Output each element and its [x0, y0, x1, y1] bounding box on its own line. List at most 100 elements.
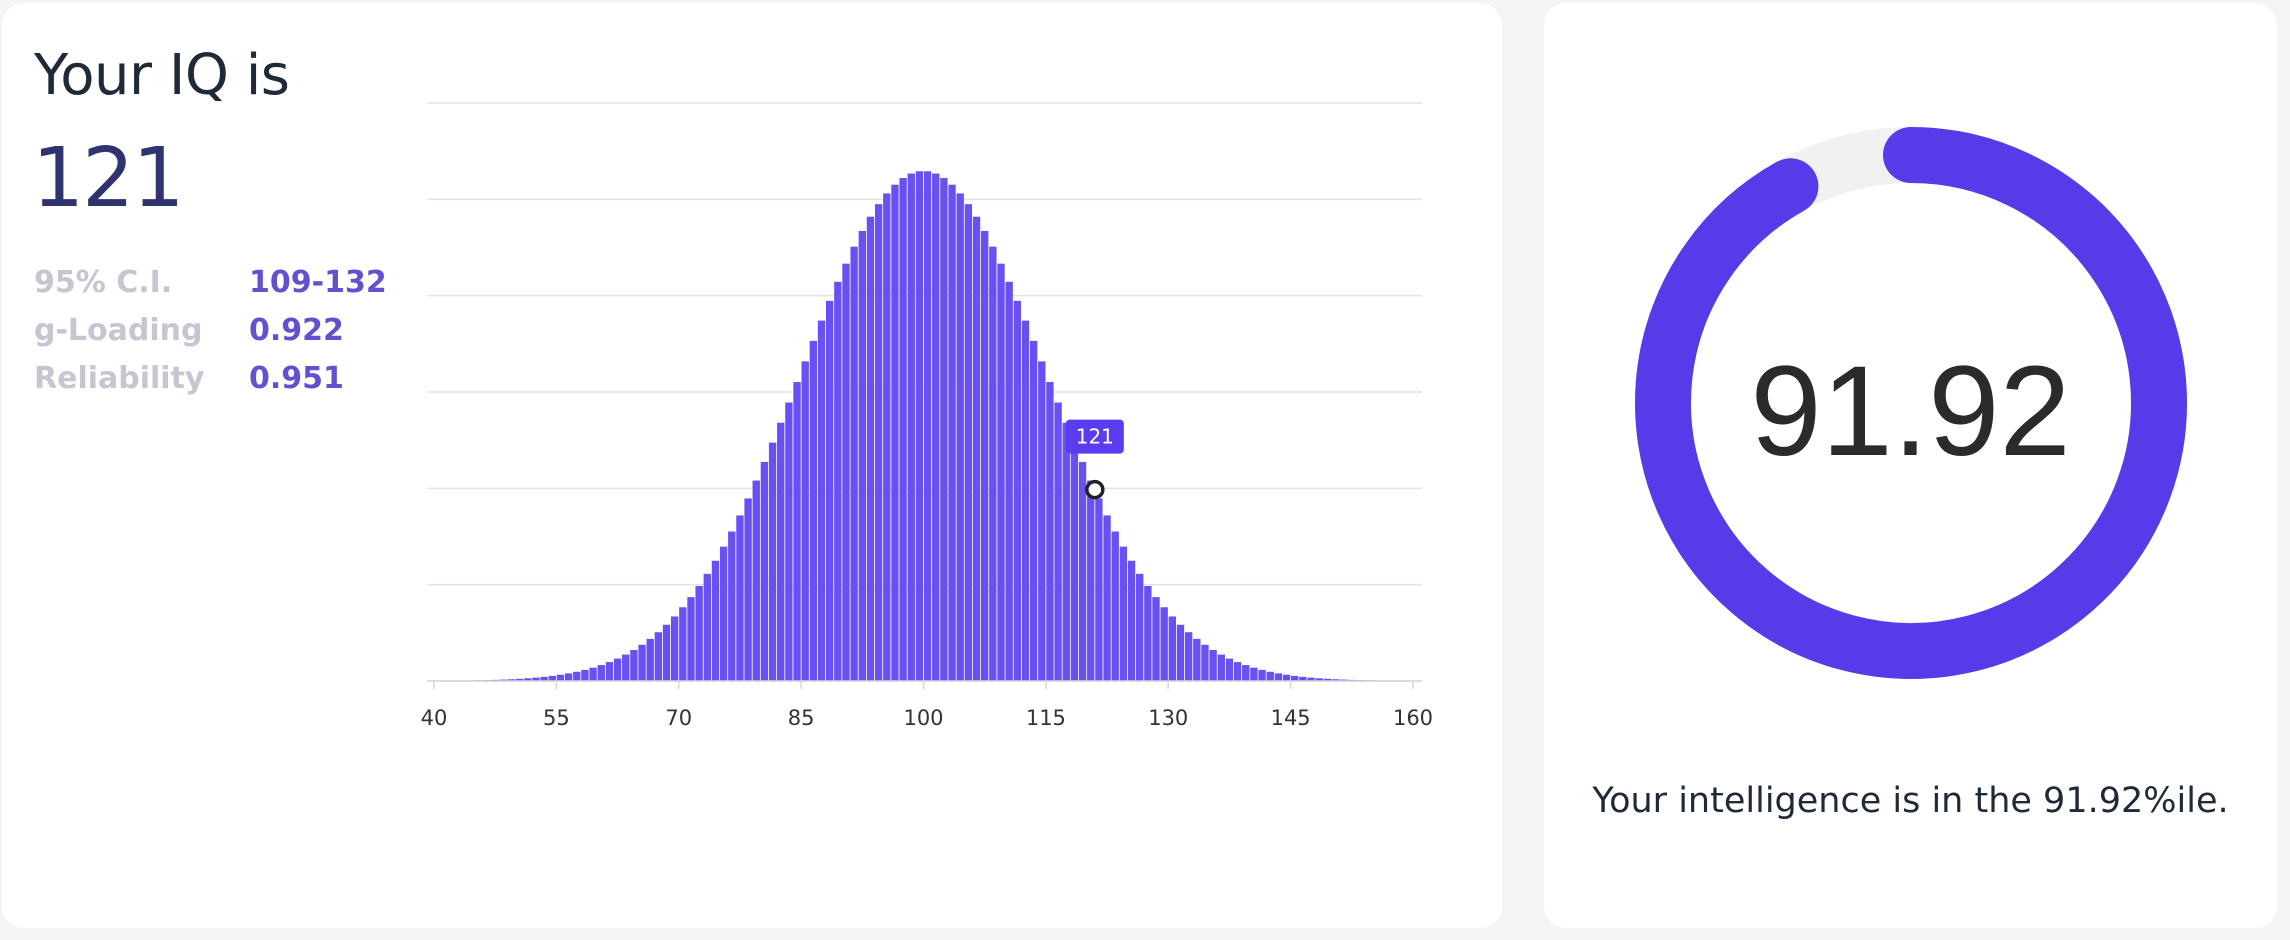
histogram-bar: [777, 422, 785, 681]
histogram-bar: [1038, 361, 1046, 681]
histogram-bar: [515, 678, 524, 681]
histogram-bar: [1274, 673, 1283, 681]
x-tick-label: 115: [1026, 706, 1066, 730]
histogram-bar: [752, 480, 760, 681]
histogram-bar: [989, 246, 997, 681]
histogram-bar: [907, 173, 915, 681]
histogram-bar: [1282, 674, 1291, 681]
histogram-bar: [915, 171, 924, 681]
histogram-bar: [768, 442, 777, 681]
histogram-bar: [1021, 320, 1030, 681]
histogram-bar: [728, 531, 736, 681]
x-tick-label: 40: [421, 706, 448, 730]
histogram-bar: [613, 658, 622, 681]
histogram-bar: [1233, 662, 1242, 681]
histogram-bar: [1136, 573, 1144, 681]
x-tick-label: 145: [1271, 706, 1311, 730]
iq-score: 121: [32, 131, 185, 226]
x-tick-label: 70: [665, 706, 692, 730]
score-tooltip-label: 121: [1076, 425, 1114, 449]
stat-row-reliability: Reliability 0.951: [34, 354, 387, 402]
histogram-bar: [866, 216, 875, 681]
histogram-bar: [1095, 498, 1103, 681]
histogram-bar: [540, 676, 548, 681]
histogram-bar: [1299, 676, 1307, 681]
histogram-bar: [589, 667, 597, 681]
histogram-bar: [817, 320, 826, 681]
histogram-bar: [891, 184, 899, 681]
x-tick-label: 55: [543, 706, 570, 730]
gauge-value: 91.92: [1750, 340, 2071, 483]
histogram-bar: [826, 300, 834, 681]
histogram-bar: [1201, 644, 1209, 681]
histogram-bar: [809, 340, 818, 681]
iq-result-card: Your IQ is 121 95% C.I. 109-132 g-Loadin…: [2, 3, 1502, 928]
histogram-bar: [679, 607, 687, 681]
histogram-bar: [1225, 658, 1234, 681]
histogram-bar: [1054, 402, 1062, 681]
histogram-bar: [736, 515, 744, 681]
stat-label: Reliability: [34, 360, 205, 396]
histogram-bar: [850, 246, 858, 681]
stat-label: 95% C.I.: [34, 264, 173, 300]
x-tick-label: 130: [1148, 706, 1188, 730]
histogram-bar: [1193, 638, 1201, 681]
histogram-bar: [662, 624, 671, 681]
histogram-bar: [638, 644, 646, 681]
histogram-bar: [1127, 560, 1136, 681]
histogram-bar: [605, 662, 614, 681]
histogram-bar: [597, 665, 605, 681]
iq-distribution-chart: 40 55 70 85 100 115 130 145 160 121: [421, 102, 1433, 730]
histogram-bar: [932, 173, 940, 681]
histogram-bar: [793, 381, 801, 681]
gauge-fill: [1635, 127, 2187, 679]
stat-row-g-loading: g-Loading 0.922: [34, 306, 387, 354]
histogram-bar: [801, 361, 809, 681]
score-tooltip: [1065, 419, 1124, 454]
histogram-bar: [1160, 607, 1168, 681]
histogram-bar: [1250, 667, 1258, 681]
histogram-bar: [687, 597, 695, 681]
histogram-bar: [1005, 281, 1013, 681]
histogram-bar: [581, 669, 589, 681]
iq-heading: Your IQ is: [34, 43, 290, 108]
histogram-bar: [1168, 616, 1177, 681]
histogram-bar: [711, 560, 720, 681]
histogram-bar: [964, 204, 973, 681]
histogram-bar: [1217, 654, 1225, 681]
histogram-bar: [507, 679, 516, 681]
histogram-bar: [972, 216, 981, 681]
percentile-gauge: [1635, 127, 2187, 679]
histogram-bar: [532, 677, 540, 681]
histogram-bar: [1176, 624, 1185, 681]
histogram-bar: [956, 193, 964, 681]
histogram-bar: [1029, 340, 1038, 681]
histogram-bar: [1315, 678, 1323, 681]
stat-value: 0.951: [249, 360, 344, 396]
histogram-bar: [524, 678, 532, 681]
histogram-bar: [1184, 632, 1193, 681]
histogram-bar: [842, 263, 850, 681]
chart-bars: [434, 171, 1413, 681]
score-marker-point: [1085, 479, 1105, 500]
histogram-bar: [1070, 442, 1079, 681]
histogram-bar: [858, 230, 866, 681]
histogram-bar: [785, 402, 793, 681]
stat-value: 109-132: [249, 264, 387, 300]
histogram-bar: [948, 184, 956, 681]
histogram-bar: [670, 616, 679, 681]
histogram-bar: [834, 281, 842, 681]
x-tick-label: 160: [1393, 706, 1433, 730]
histogram-bar: [1323, 678, 1332, 681]
histogram-bar: [883, 193, 891, 681]
histogram-bar: [564, 673, 573, 681]
histogram-bar: [760, 461, 769, 681]
histogram-bar: [1291, 675, 1299, 681]
histogram-bar: [695, 586, 703, 681]
histogram-bar: [654, 632, 663, 681]
histogram-bar: [1087, 480, 1095, 681]
histogram-bar: [1242, 665, 1250, 681]
histogram-bar: [1331, 679, 1340, 681]
histogram-bar: [1103, 515, 1111, 681]
histogram-bar: [1209, 650, 1217, 681]
